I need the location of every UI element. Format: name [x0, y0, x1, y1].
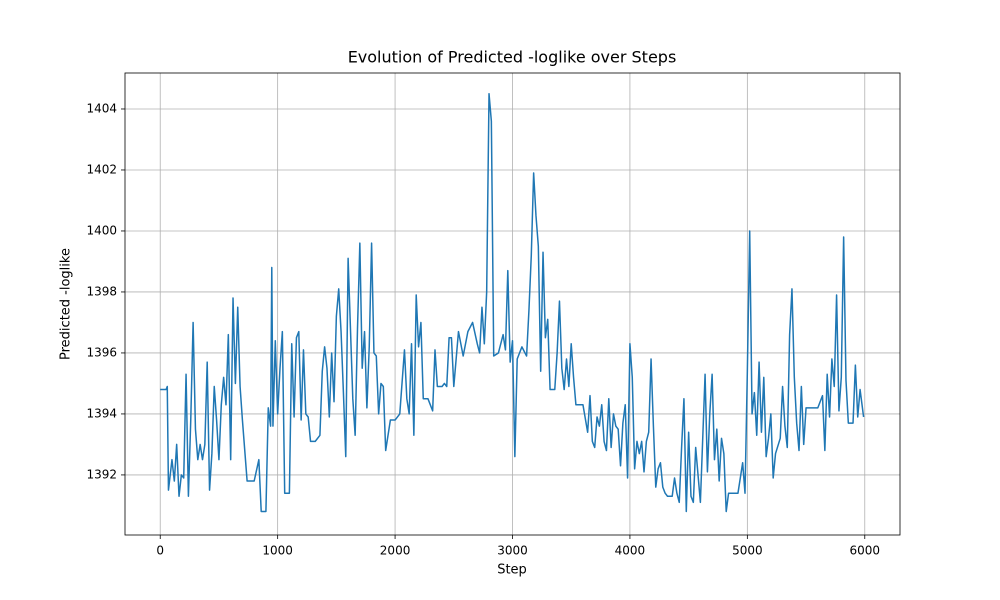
x-tick-label: 6000	[849, 544, 880, 558]
y-tick-label: 1398	[86, 284, 117, 298]
y-tick-label: 1396	[86, 345, 117, 359]
x-axis-label: Step	[497, 563, 527, 578]
y-tick-label: 1404	[86, 101, 117, 115]
x-tick-label: 0	[156, 544, 164, 558]
data-line	[160, 92, 865, 513]
x-tick-label: 3000	[497, 544, 528, 558]
x-tick-label: 4000	[615, 544, 646, 558]
x-tick-label: 5000	[732, 544, 763, 558]
y-tick-label: 1392	[86, 467, 117, 481]
chart-title: Evolution of Predicted -loglike over Ste…	[348, 48, 677, 67]
y-axis-label: Predicted -loglike	[59, 248, 74, 360]
y-tick-label: 1402	[86, 162, 117, 176]
y-tick-label: 1394	[86, 406, 117, 420]
x-tick-label: 2000	[380, 544, 411, 558]
y-tick-label: 1400	[86, 223, 117, 237]
plot-frame	[124, 72, 901, 536]
x-tick-label: 1000	[262, 544, 293, 558]
